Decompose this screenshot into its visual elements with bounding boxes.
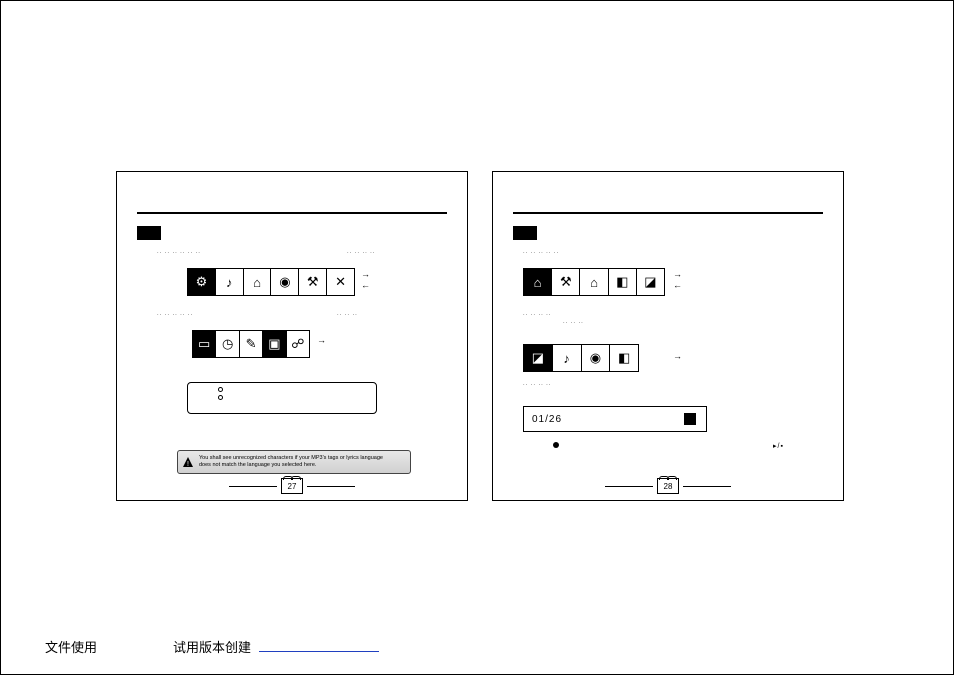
decor-line	[307, 486, 355, 487]
display-box: 01/26	[523, 406, 707, 432]
nav-arrows: → ←	[673, 270, 682, 290]
scatter-text: ·· ·· ·· ··	[523, 312, 552, 318]
pages-container: ·· ·· ·· ·· ·· ·· ·· ·· ·· ·· ⚙ ♪ ⌂ ◉ ⚒ …	[116, 171, 844, 501]
home-icon[interactable]: ⌂	[524, 269, 552, 295]
toolbar-r1: ⌂ ⚒ ⌂ ◧ ◪	[523, 268, 665, 296]
scatter-text: ·· ·· ··	[337, 312, 358, 318]
options-box	[187, 382, 377, 414]
exit-icon[interactable]: ◪	[637, 269, 664, 295]
footer-text-1: 文件使用	[45, 637, 97, 656]
scatter-text: ·· ·· ··	[563, 320, 584, 326]
arrow-right-icon[interactable]: →	[317, 336, 326, 345]
toolbar-1: ⚙ ♪ ⌂ ◉ ⚒ ✕	[187, 268, 355, 296]
home-icon[interactable]: ⌂	[244, 269, 272, 295]
scatter-text: ·· ·· ·· ··	[347, 250, 376, 256]
radio-option[interactable]	[218, 387, 223, 392]
display-icon[interactable]: ▣	[263, 331, 286, 357]
play-pause-icon[interactable]: ▸/▪	[773, 443, 784, 450]
svg-text:!: !	[187, 461, 189, 468]
play-pause-label: ▸/▪	[773, 442, 784, 450]
clock-icon[interactable]: ◷	[216, 331, 239, 357]
nav-arrow: →	[317, 336, 326, 345]
arrow-left-icon[interactable]: ←	[673, 281, 682, 290]
page-number-area: 27	[117, 478, 467, 494]
mode-icon[interactable]: ◪	[524, 345, 553, 371]
radio-option[interactable]	[218, 395, 223, 400]
decor-line	[605, 486, 653, 487]
arrow-left-icon[interactable]: ←	[361, 281, 370, 290]
edit-icon[interactable]: ✎	[240, 331, 263, 357]
music-icon[interactable]: ♪	[216, 269, 244, 295]
page-number: 28	[657, 478, 679, 494]
page-number-area: 28	[493, 478, 843, 494]
footer-link[interactable]	[259, 642, 379, 652]
nav-arrows: → ←	[361, 270, 370, 290]
nav-arrow: →	[673, 352, 682, 361]
delete-icon[interactable]: ✕	[327, 269, 354, 295]
page-left: ·· ·· ·· ·· ·· ·· ·· ·· ·· ·· ⚙ ♪ ⌂ ◉ ⚒ …	[116, 171, 468, 501]
pointer-icon	[513, 226, 537, 240]
exit-icon[interactable]: ◧	[610, 345, 638, 371]
arrow-right-icon[interactable]: →	[673, 352, 682, 361]
arrow-right-icon[interactable]: →	[361, 270, 370, 279]
scatter-text: ·· ·· ·· ·· ··	[157, 312, 193, 318]
warning-box: ! You shall see unrecognized characters …	[177, 450, 411, 474]
record-icon[interactable]: ◉	[271, 269, 299, 295]
divider	[137, 212, 447, 214]
link-icon[interactable]: ☍	[287, 331, 309, 357]
record-icon[interactable]: ◉	[582, 345, 611, 371]
warning-icon: !	[182, 456, 194, 468]
rec-dot-icon	[553, 442, 559, 448]
music-icon[interactable]: ♪	[553, 345, 582, 371]
counter-text: 01/26	[532, 414, 562, 425]
warning-text: You shall see unrecognized characters if…	[199, 455, 383, 468]
scatter-text: ·· ·· ·· ·· ·· ··	[157, 250, 201, 256]
pointer-icon	[137, 226, 161, 240]
toolbar-2: ▭ ◷ ✎ ▣ ☍	[192, 330, 310, 358]
box-icon[interactable]: ◧	[609, 269, 637, 295]
arrow-right-icon[interactable]: →	[673, 270, 682, 279]
decor-line	[229, 486, 277, 487]
footer-text-2: 试用版本创建	[173, 637, 251, 656]
decor-line	[683, 486, 731, 487]
stop-icon[interactable]	[684, 413, 696, 425]
home2-icon[interactable]: ⌂	[580, 269, 608, 295]
page-right: ·· ·· ·· ·· ·· ⌂ ⚒ ⌂ ◧ ◪ → ← ·· ·· ·· ··…	[492, 171, 844, 501]
tool-icon[interactable]: ⚒	[552, 269, 580, 295]
lang-icon[interactable]: ▭	[193, 331, 216, 357]
divider	[513, 212, 823, 214]
tool-icon[interactable]: ⚙	[188, 269, 216, 295]
footer: 文件使用 试用版本创建	[45, 637, 379, 656]
toolbar-r2: ◪ ♪ ◉ ◧	[523, 344, 639, 372]
scatter-text: ·· ·· ·· ··	[523, 382, 552, 388]
scatter-text: ·· ·· ·· ·· ··	[523, 250, 559, 256]
rec-indicator	[553, 442, 562, 450]
page-number: 27	[281, 478, 303, 494]
settings-icon[interactable]: ⚒	[299, 269, 327, 295]
